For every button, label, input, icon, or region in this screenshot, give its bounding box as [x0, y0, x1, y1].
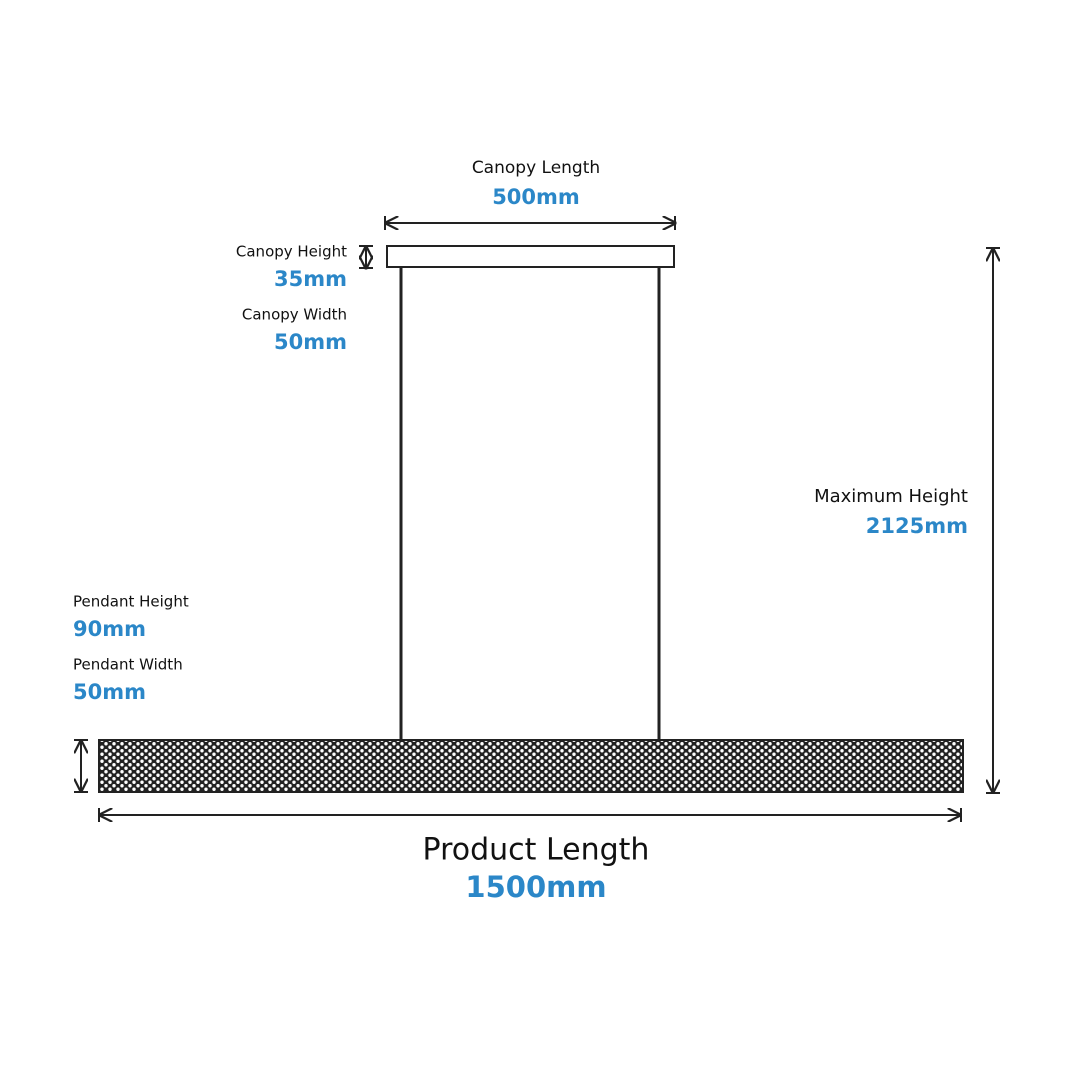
- dimension-value: 500mm: [492, 185, 580, 209]
- pendant: [98, 739, 964, 793]
- dimension-label: Canopy Height: [236, 243, 347, 261]
- canopy: [386, 245, 675, 268]
- dimension-label: Pendant Height: [73, 593, 189, 611]
- dimension-label: Maximum Height: [814, 486, 968, 507]
- dimension-label: Canopy Width: [242, 306, 347, 324]
- dimension-value: 2125mm: [866, 514, 968, 538]
- dimension-value: 50mm: [274, 330, 347, 354]
- dimension-value: 1500mm: [465, 870, 606, 904]
- dimension-label: Product Length: [423, 833, 650, 868]
- dimension-lines: [74, 216, 1000, 822]
- dimension-value: 35mm: [274, 267, 347, 291]
- dimension-value: 50mm: [73, 680, 146, 704]
- dimension-label: Pendant Width: [73, 656, 183, 674]
- dimension-value: 90mm: [73, 617, 146, 641]
- dimension-label: Canopy Length: [472, 158, 600, 178]
